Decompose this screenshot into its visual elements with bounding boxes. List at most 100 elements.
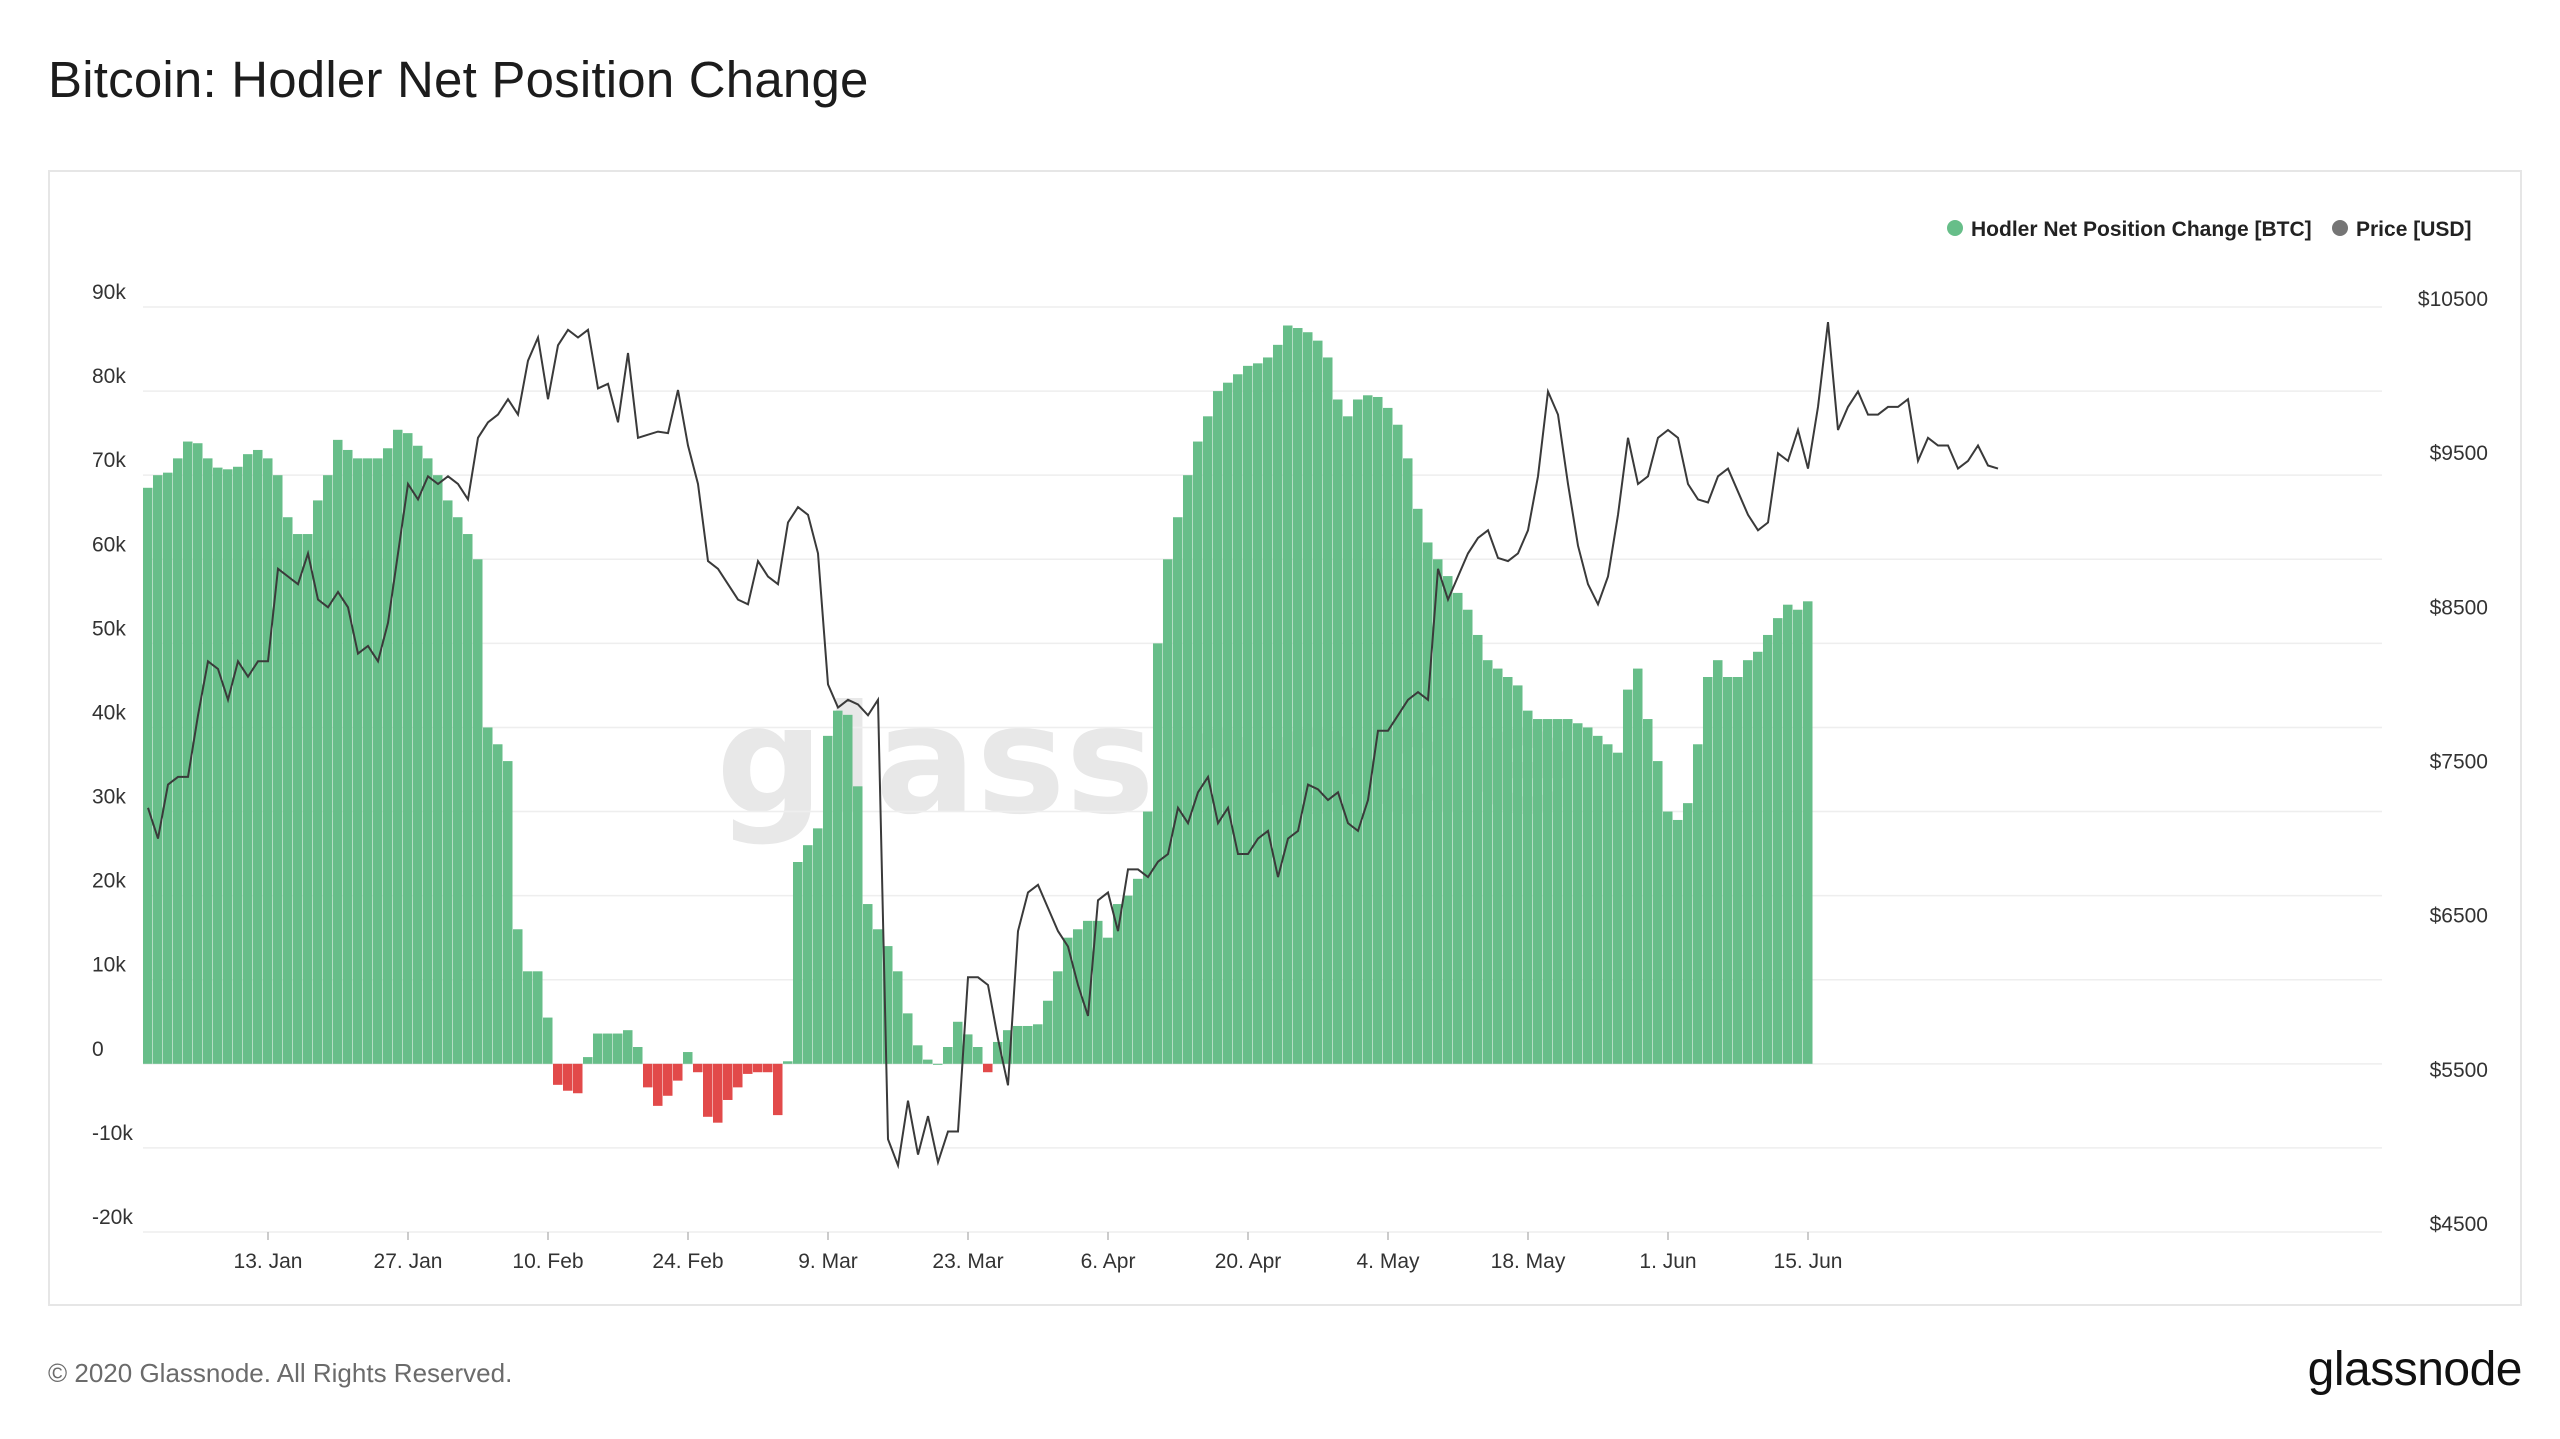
bar <box>1523 710 1533 1064</box>
bar <box>1433 559 1443 1064</box>
bar <box>1193 441 1203 1064</box>
bar <box>573 1063 583 1094</box>
bar <box>1633 668 1643 1064</box>
bar <box>1063 937 1073 1064</box>
bar <box>1613 752 1623 1064</box>
bar <box>263 458 273 1064</box>
bar <box>1103 937 1113 1064</box>
bar <box>1083 920 1093 1064</box>
bar <box>993 1041 1003 1064</box>
bar <box>863 904 873 1064</box>
bar <box>1693 744 1703 1064</box>
y-left-tick-label: 40k <box>92 701 126 724</box>
y-right-tick-label: $10500 <box>2418 288 2488 311</box>
bar <box>333 439 343 1064</box>
bar <box>493 744 503 1064</box>
bar <box>763 1063 773 1073</box>
bar <box>553 1063 563 1085</box>
bar <box>433 475 443 1064</box>
bar <box>203 458 213 1064</box>
bar <box>653 1063 663 1106</box>
x-tick-label: 13. Jan <box>234 1250 303 1273</box>
legend-marker <box>1947 220 1963 236</box>
bar <box>583 1057 593 1064</box>
bar <box>1533 719 1543 1064</box>
bar <box>1483 660 1493 1064</box>
bar <box>1363 395 1373 1064</box>
y-left-tick-label: 20k <box>92 870 126 893</box>
bar <box>1273 344 1283 1064</box>
bar <box>1243 365 1253 1064</box>
footer-copyright: © 2020 Glassnode. All Rights Reserved. <box>48 1358 513 1388</box>
bar <box>1043 1000 1053 1064</box>
bar <box>873 929 883 1064</box>
x-tick-label: 27. Jan <box>374 1250 443 1273</box>
bar <box>1543 719 1553 1064</box>
bar <box>373 458 383 1064</box>
bar <box>163 472 173 1064</box>
bar <box>683 1052 693 1064</box>
bar <box>1603 744 1613 1064</box>
chart-svg: glassnode 90k80k70k60k50k40k30k20k10k0-1… <box>92 218 2488 1273</box>
bar <box>1013 1025 1023 1064</box>
bar <box>1713 660 1723 1064</box>
y-left-tick-label: 70k <box>92 449 126 472</box>
bar <box>353 458 363 1064</box>
bar <box>1153 643 1163 1064</box>
bar <box>783 1061 793 1064</box>
bar <box>1343 416 1353 1064</box>
bar <box>1453 592 1463 1064</box>
bar <box>213 467 223 1064</box>
bar <box>403 433 413 1064</box>
bar <box>343 449 353 1064</box>
axes: 90k 80k 70k 60k 50k 40k 30k 20k 10k 0 -10k -20k $105… <box>92 281 2488 1273</box>
bar <box>1173 517 1183 1064</box>
bar <box>303 534 313 1064</box>
bar <box>693 1063 703 1073</box>
bar <box>1443 576 1453 1064</box>
bar <box>1213 391 1223 1064</box>
bar <box>1763 634 1773 1064</box>
y-left-tick-label: -20k <box>92 1206 133 1229</box>
bar <box>633 1047 643 1064</box>
bar <box>1123 895 1133 1064</box>
bar <box>833 710 843 1064</box>
bar <box>733 1063 743 1088</box>
y-left-tick-label: 10k <box>92 954 126 977</box>
bar <box>1463 609 1473 1064</box>
bar <box>953 1021 963 1064</box>
bar <box>853 786 863 1064</box>
bar <box>443 500 453 1064</box>
bar <box>1113 904 1123 1064</box>
bar <box>183 441 193 1064</box>
bar <box>1263 357 1273 1064</box>
bar <box>563 1063 573 1091</box>
bar <box>1803 601 1813 1064</box>
y-right-tick-label: $5500 <box>2430 1059 2488 1082</box>
bar <box>1233 374 1243 1064</box>
bar <box>913 1045 923 1064</box>
bar <box>1283 325 1293 1064</box>
glassnode-logo[interactable]: glassnode <box>2307 1343 2523 1396</box>
bar <box>943 1047 953 1064</box>
bar <box>463 534 473 1064</box>
bar <box>883 946 893 1064</box>
bar <box>413 445 423 1064</box>
bar <box>753 1063 763 1073</box>
bar <box>1653 761 1663 1064</box>
bar <box>1223 382 1233 1064</box>
y-left-tick-label: -10k <box>92 1122 133 1145</box>
bar <box>323 475 333 1064</box>
bar <box>1473 634 1483 1064</box>
bar <box>543 1017 553 1064</box>
bar <box>223 469 233 1064</box>
bar <box>1643 719 1653 1064</box>
bars-series <box>143 325 1813 1123</box>
bar <box>1333 399 1343 1064</box>
bar <box>1583 727 1593 1064</box>
bar <box>1033 1024 1043 1064</box>
y-right-tick-label: $7500 <box>2430 751 2488 774</box>
bar <box>903 1013 913 1064</box>
legend[interactable]: Hodler Net Position Change [BTC] Price [U… <box>1947 218 2472 241</box>
y-right-tick-label: $9500 <box>2430 442 2488 465</box>
